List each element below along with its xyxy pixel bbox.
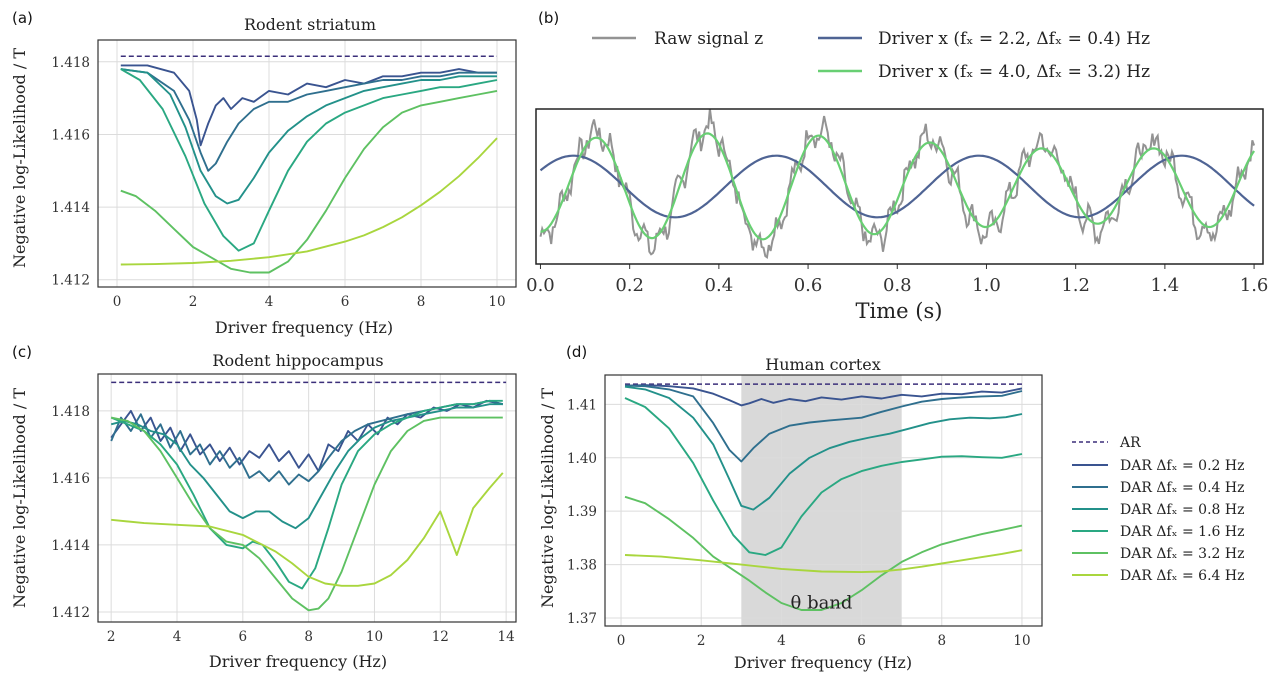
series-line-s02 (110, 399, 503, 473)
series-line-s02 (120, 64, 497, 147)
legend-b-raw-label: Raw signal z (654, 29, 763, 49)
plot-rodent-hippocampus: 2 4 6 8 10 12 14 1.412 1.414 1.416 1.418 (51, 373, 517, 645)
x-tick-label: 8 (417, 294, 426, 310)
series-line-s32 (111, 416, 503, 612)
x-tick-label: 2 (189, 294, 198, 310)
x-tick-label: 4 (265, 294, 274, 310)
x-tick-label: 6 (857, 633, 866, 649)
panel-label-c: (c) (12, 343, 32, 361)
y-tick-label: 1.414 (51, 538, 90, 554)
plot-human-cortex: 0 2 4 6 8 10 1.37 1.38 1.39 1.40 1.41 θ band (567, 374, 1043, 649)
legend-b-drv1-label: Driver x (fₓ = 2.2, Δfₓ = 0.4) Hz (878, 29, 1150, 49)
series-line-s64 (111, 472, 504, 587)
x-tick-label: 1.0 (972, 275, 1001, 296)
x-tick-label: 10 (488, 294, 505, 310)
theta-band (741, 375, 902, 626)
series-line-s04 (120, 68, 497, 172)
x-tick-label: 2 (107, 629, 116, 645)
x-tick-label: 10 (1013, 633, 1030, 649)
series-line-s08 (624, 385, 1023, 511)
title-a: Rodent striatum (244, 15, 376, 34)
y-tick-label: 1.414 (51, 200, 90, 216)
x-tick-label: 0.0 (526, 275, 555, 296)
xlabel-b: Time (s) (856, 299, 943, 323)
y-tick-label: 1.39 (567, 504, 597, 520)
plot-frame-c (97, 373, 517, 623)
series-line-s16 (624, 397, 1023, 556)
theta-band-label: θ band (791, 592, 853, 613)
x-tick-label: 0 (113, 294, 122, 310)
series-line-driver-4hz (540, 132, 1256, 241)
x-tick-label: 4 (777, 633, 786, 649)
ylabel-c: Negative log-Likelihood / T (10, 388, 29, 608)
ylabel-a: Negative log-Likelihood / T (10, 48, 29, 268)
series-line-raw (539, 108, 1256, 259)
x-tick-label: 12 (432, 629, 449, 645)
y-tick-label: 1.416 (51, 127, 90, 143)
legend-dar64-label: DAR Δfₓ = 6.4 Hz (1120, 568, 1244, 584)
x-tick-label: 0.2 (615, 275, 644, 296)
xlabel-a: Driver frequency (Hz) (215, 318, 393, 337)
x-tick-label: 0.6 (794, 275, 823, 296)
series-line-s08 (110, 403, 503, 530)
series-line-s16 (110, 399, 503, 590)
x-tick-label: 8 (937, 633, 946, 649)
xlabel-c: Driver frequency (Hz) (209, 652, 387, 671)
x-tick-label: 4 (173, 629, 182, 645)
y-tick-label: 1.41 (567, 397, 597, 413)
x-tick-label: 1.2 (1061, 275, 1090, 296)
xlabel-d: Driver frequency (Hz) (734, 653, 912, 672)
y-tick-label: 1.418 (51, 55, 90, 71)
title-c: Rodent hippocampus (212, 351, 383, 370)
x-tick-label: 0 (617, 633, 626, 649)
x-tick-label: 14 (498, 629, 515, 645)
x-tick-label: 2 (697, 633, 706, 649)
plot-frame-a (97, 39, 517, 288)
y-tick-label: 1.416 (51, 471, 90, 487)
legend-b-drv2-label: Driver x (fₓ = 4.0, Δfₓ = 3.2) Hz (878, 62, 1150, 82)
legend-dar32-label: DAR Δfₓ = 3.2 Hz (1120, 546, 1244, 562)
x-tick-label: 1.4 (1151, 275, 1180, 296)
series-line-s32 (120, 89, 498, 274)
series-line-s64 (624, 549, 1023, 574)
series-line-s32 (624, 495, 1023, 611)
plot-frame-b (535, 108, 1264, 265)
series-line-driver-2-2hz (539, 154, 1255, 219)
y-tick-label: 1.412 (51, 273, 90, 289)
legend-dar02-label: DAR Δfₓ = 0.2 Hz (1120, 458, 1244, 474)
x-tick-label: 8 (304, 629, 313, 645)
y-tick-label: 1.37 (567, 611, 597, 627)
x-tick-label: 1.6 (1240, 275, 1269, 296)
series-line-s64 (120, 137, 498, 266)
series-line-s04 (110, 399, 504, 486)
panel-label-d: (d) (566, 343, 587, 361)
legend-dar08-label: DAR Δfₓ = 0.8 Hz (1120, 502, 1244, 518)
plot-rodent-striatum: 0 2 4 6 8 10 1.412 1.414 1.416 1.418 (51, 39, 517, 310)
series-line-s16 (120, 68, 498, 252)
y-tick-label: 1.412 (51, 605, 90, 621)
title-d: Human cortex (765, 355, 881, 374)
x-tick-label: 10 (366, 629, 383, 645)
plot-time-series: 0.0 0.2 0.4 0.6 0.8 1.0 1.2 1.4 1.6 (526, 108, 1269, 296)
series-line-s02 (624, 384, 1023, 407)
series-line-s04 (624, 384, 1023, 463)
plot-frame-d (604, 374, 1043, 627)
y-tick-label: 1.418 (51, 404, 90, 420)
legend-dar16-label: DAR Δfₓ = 1.6 Hz (1120, 524, 1244, 540)
series-line-s08 (120, 68, 497, 205)
x-tick-label: 0.4 (705, 275, 734, 296)
legend-dar04-label: DAR Δfₓ = 0.4 Hz (1120, 480, 1244, 496)
x-tick-label: 0.8 (883, 275, 912, 296)
legend-main: AR DAR Δfₓ = 0.2 Hz DAR Δfₓ = 0.4 Hz DAR… (1072, 435, 1244, 584)
x-tick-label: 6 (341, 294, 350, 310)
legend-b: Raw signal z Driver x (fₓ = 2.2, Δfₓ = 0… (592, 29, 1150, 82)
x-tick-label: 6 (239, 629, 248, 645)
panel-label-a: (a) (12, 9, 33, 27)
legend-ar-label: AR (1119, 435, 1141, 451)
ylabel-d: Negative log-Likelihood / T (538, 388, 557, 608)
y-tick-label: 1.38 (567, 558, 597, 574)
y-tick-label: 1.40 (567, 451, 597, 467)
panel-label-b: (b) (538, 9, 559, 27)
